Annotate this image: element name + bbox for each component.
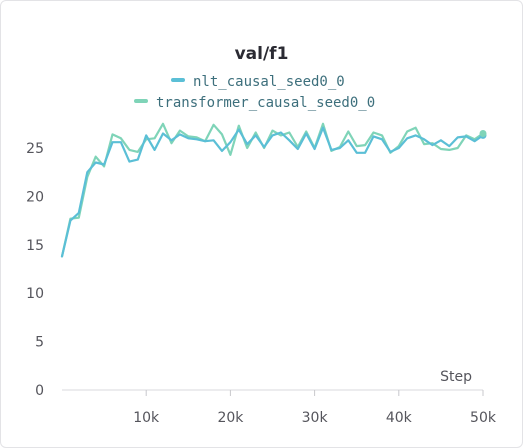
legend-label-nlt: nlt_causal_seed0_0 (193, 74, 345, 90)
legend-item-transformer[interactable]: transformer_causal_seed0_0 (134, 95, 375, 111)
x-tick-label: 20k (217, 410, 244, 426)
x-tick-label: 40k (386, 410, 413, 426)
y-tick-label: 25 (26, 141, 44, 157)
chart-title: val/f1 (234, 44, 289, 64)
x-tick-label: 50k (470, 410, 497, 426)
legend-swatch-nlt (171, 78, 185, 82)
x-axis-title: Step (440, 369, 472, 385)
series-line-0[interactable] (60, 126, 485, 258)
legend-swatch-transformer (134, 99, 148, 103)
y-tick-label: 0 (35, 383, 44, 399)
legend-label-transformer: transformer_causal_seed0_0 (156, 95, 376, 111)
y-tick-label: 5 (35, 335, 44, 351)
series-end-point-1[interactable] (479, 129, 487, 137)
y-tick-label: 20 (26, 189, 44, 205)
x-tick-label: 10k (133, 410, 160, 426)
legend-item-nlt[interactable]: nlt_causal_seed0_0 (171, 74, 345, 90)
series-line-1[interactable] (60, 122, 485, 258)
x-tick-label: 30k (302, 410, 329, 426)
y-tick-label: 10 (26, 286, 44, 302)
y-tick-label: 15 (26, 238, 44, 254)
